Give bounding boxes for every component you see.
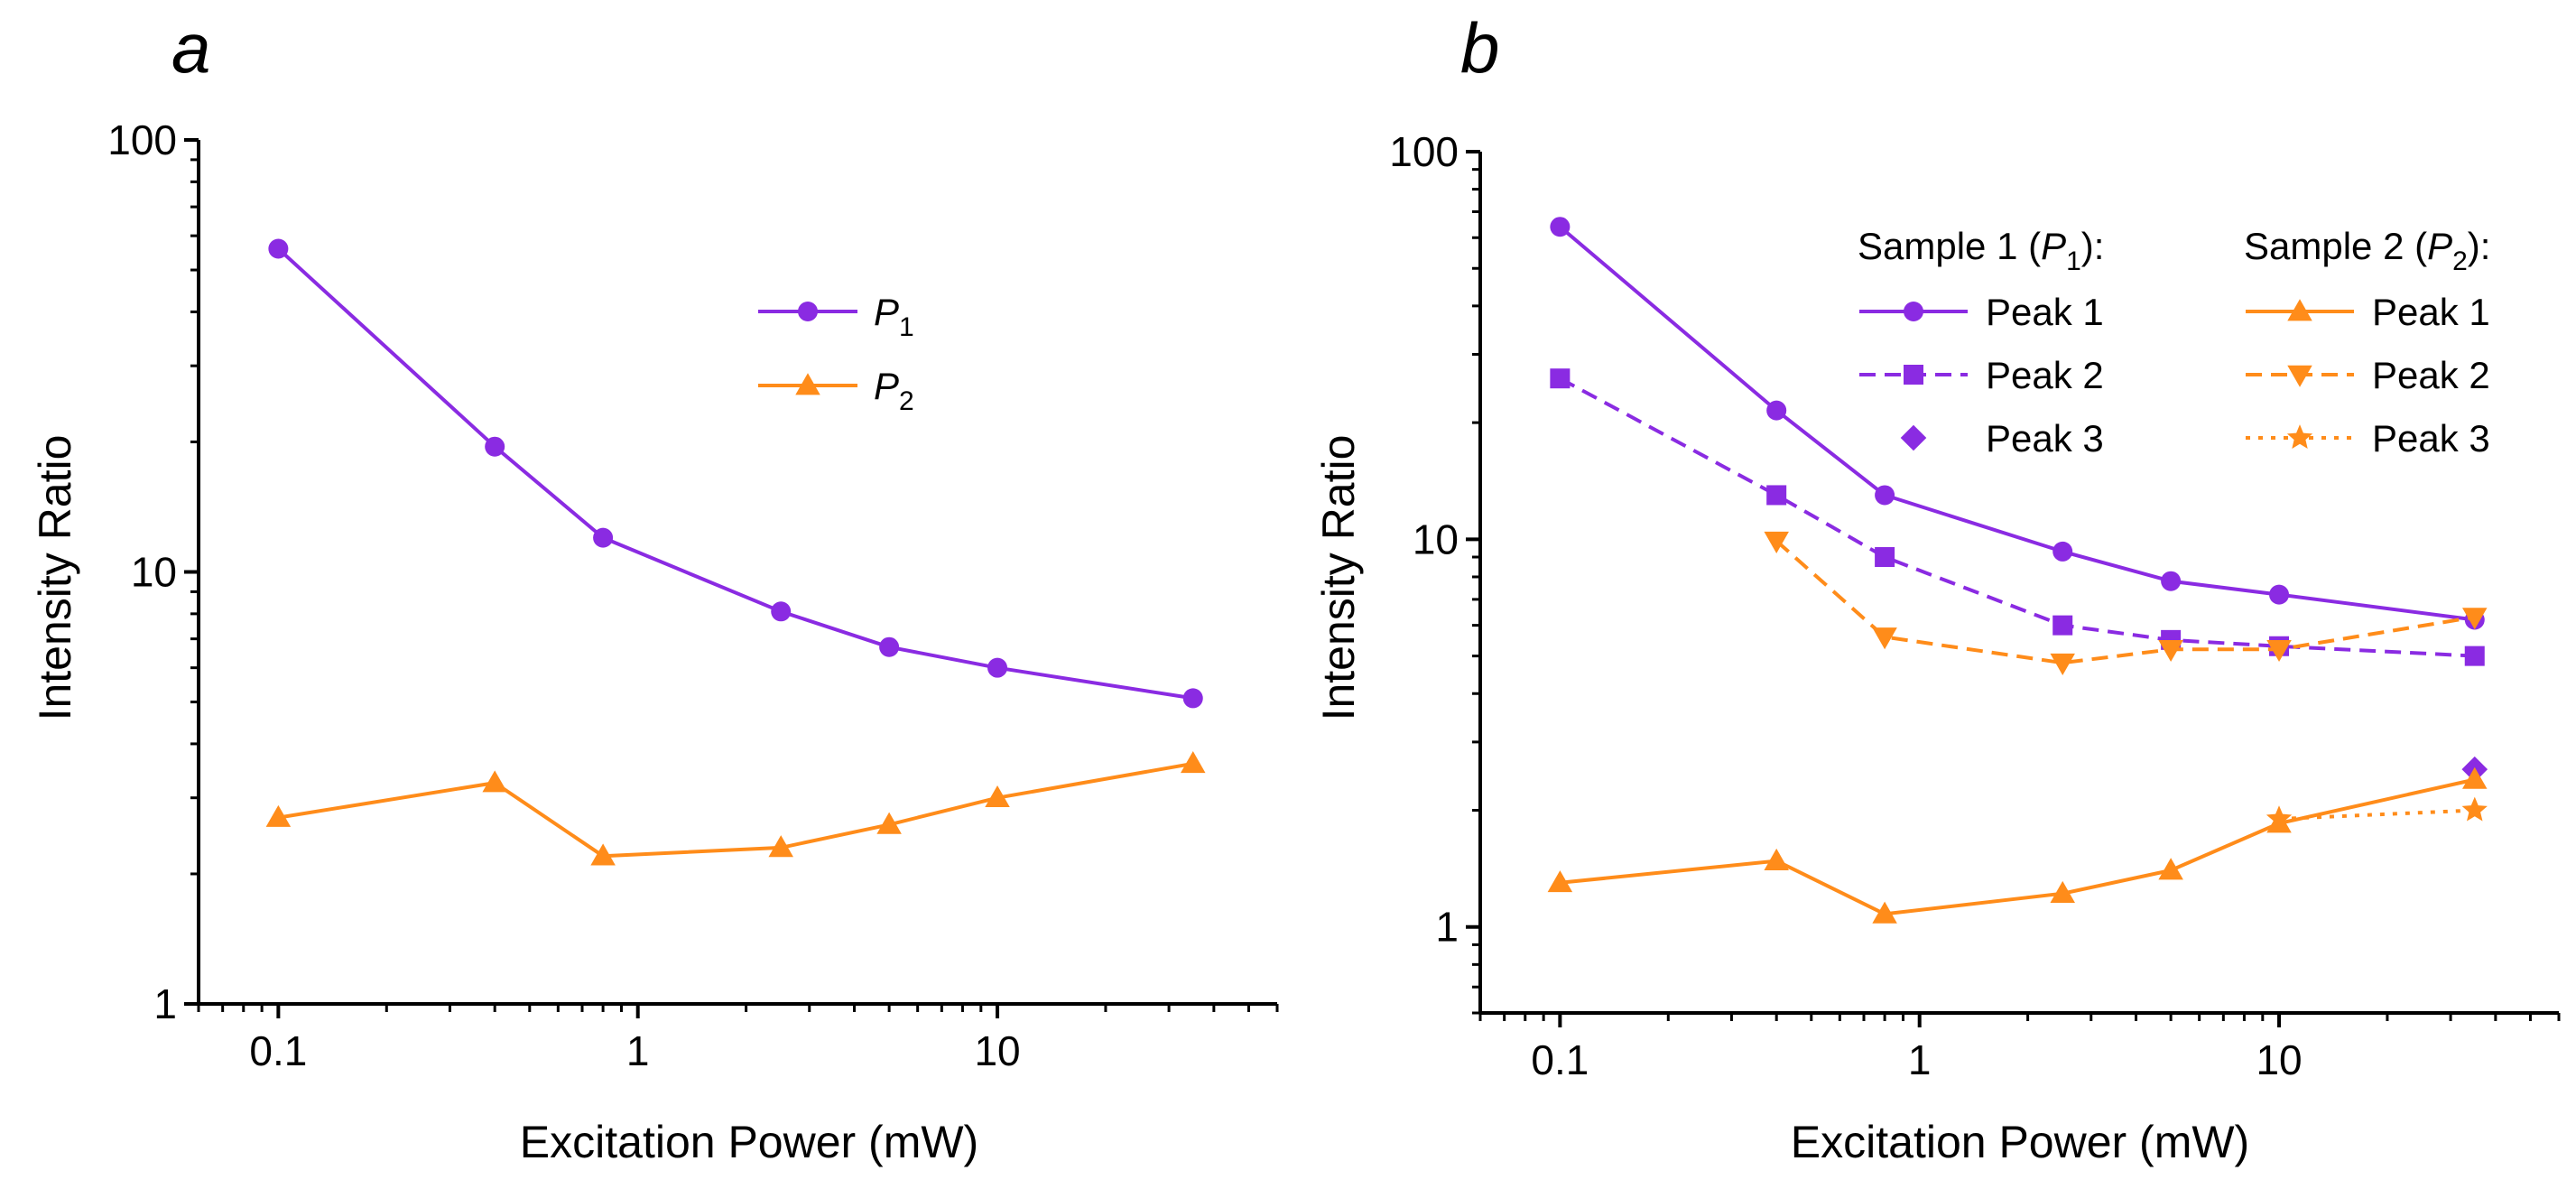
data-point — [1872, 901, 1897, 924]
panel-b-series-4 — [1764, 531, 2488, 675]
y-tick-label: 100 — [1389, 128, 1459, 175]
legend-marker — [1904, 302, 1923, 321]
data-point — [876, 812, 902, 834]
data-point — [265, 804, 292, 827]
x-tick-label: 0.1 — [1531, 1036, 1589, 1083]
x-tick-label: 1 — [1908, 1036, 1932, 1083]
data-point — [2462, 766, 2488, 789]
data-point — [2266, 639, 2292, 663]
series-line — [277, 247, 1194, 701]
legend-marker — [2286, 424, 2313, 449]
data-point — [2050, 880, 2075, 903]
data-point — [879, 636, 900, 657]
series-line — [1560, 777, 2476, 916]
data-point — [485, 436, 505, 457]
data-point — [2464, 646, 2485, 666]
legend-label: Peak 3 — [1986, 417, 2104, 460]
data-point — [590, 843, 616, 866]
x-tick-label: 10 — [974, 1027, 1020, 1074]
panel-b-x-axis-title: Excitation Power (mW) — [1791, 1117, 2249, 1167]
data-point — [771, 601, 792, 622]
data-point — [1766, 485, 1787, 506]
legend-marker — [795, 373, 820, 395]
panel-b-label: b — [1460, 8, 1499, 88]
legend-label: Peak 2 — [2372, 354, 2490, 396]
data-point — [2461, 796, 2488, 822]
data-point — [2158, 858, 2183, 880]
legend-label: Peak 1 — [1986, 291, 2104, 333]
panel-b-series-0 — [1550, 217, 2485, 630]
legend-entry: Peak 1 — [2246, 291, 2490, 333]
data-point — [1875, 485, 1895, 506]
y-tick-label: 10 — [1413, 516, 1459, 562]
legend-label: Peak 2 — [1986, 354, 2104, 396]
panel-b-series-5 — [2266, 796, 2488, 831]
data-point — [1182, 688, 1203, 709]
legend-entry: P1 — [758, 291, 914, 342]
legend-entry: Peak 3 — [2246, 417, 2490, 460]
data-point — [2161, 571, 2182, 591]
series-line — [2278, 808, 2475, 822]
data-point — [1764, 848, 1789, 870]
data-point — [1181, 751, 1206, 774]
legend-entry: Peak 2 — [1859, 354, 2104, 396]
data-point — [985, 785, 1010, 808]
legend-entry: Peak 2 — [2246, 354, 2490, 396]
x-tick-label: 10 — [2256, 1036, 2302, 1083]
legend-entry: Peak 1 — [1859, 291, 2104, 333]
panel-a-series-0 — [268, 238, 1203, 709]
data-point — [2269, 584, 2290, 605]
data-point — [1766, 400, 1787, 421]
panel-b-y-axis-title: Intensity Ratio — [1313, 435, 1364, 721]
y-tick-label: 10 — [131, 549, 177, 596]
legend-marker — [1904, 365, 1923, 385]
legend-marker — [798, 302, 818, 321]
panel-a-series-1 — [265, 751, 1206, 866]
legend-marker — [2287, 299, 2312, 321]
data-point — [268, 238, 289, 259]
y-tick-label: 1 — [1435, 904, 1459, 951]
x-tick-label: 1 — [626, 1027, 650, 1074]
data-point — [482, 770, 507, 793]
legend-group-title: Sample 1 (P1): — [1858, 225, 2104, 276]
y-tick-label: 100 — [107, 116, 177, 163]
legend-label: Peak 3 — [2372, 417, 2490, 460]
x-tick-label: 0.1 — [249, 1027, 307, 1074]
data-point — [2266, 805, 2293, 831]
panel-a-y-axis-title: Intensity Ratio — [30, 435, 80, 721]
panel-a-x-axis-title: Excitation Power (mW) — [520, 1117, 978, 1167]
data-point — [1764, 531, 1789, 553]
data-point — [2052, 541, 2073, 562]
legend-marker — [2287, 365, 2312, 387]
data-point — [987, 657, 1008, 678]
data-point — [768, 835, 793, 858]
y-tick-label: 1 — [153, 980, 177, 1027]
data-point — [1550, 217, 1571, 237]
panel-b: b Excitation Power (mW) Intensity Ratio … — [1313, 8, 2561, 1167]
legend-label: Peak 1 — [2372, 291, 2490, 333]
panel-b-series-3 — [1547, 766, 2488, 924]
legend-label: P2 — [874, 365, 914, 416]
data-point — [1547, 870, 1573, 893]
data-point — [2052, 615, 2073, 636]
legend-label: P1 — [874, 291, 914, 342]
panel-b-series-1 — [1550, 368, 2485, 666]
panel-a-label: a — [171, 8, 210, 88]
legend-marker — [1900, 424, 1927, 451]
data-point — [2050, 653, 2075, 675]
data-point — [1550, 368, 1571, 389]
data-point — [2158, 639, 2183, 663]
data-point — [1872, 627, 1897, 650]
legend-entry: Peak 3 — [1900, 417, 2104, 460]
series-line — [278, 761, 1194, 859]
data-point — [593, 527, 614, 548]
data-point — [1875, 547, 1895, 568]
panel-a: a Excitation Power (mW) Intensity Ratio … — [30, 8, 1279, 1167]
panel-b-legend: Sample 1 (P1): Sample 2 (P2): Peak 1 Peak 2… — [1858, 225, 2490, 460]
data-point — [2462, 608, 2488, 630]
legend-entry: P2 — [758, 365, 914, 416]
legend-group-title: Sample 2 (P2): — [2244, 225, 2490, 276]
